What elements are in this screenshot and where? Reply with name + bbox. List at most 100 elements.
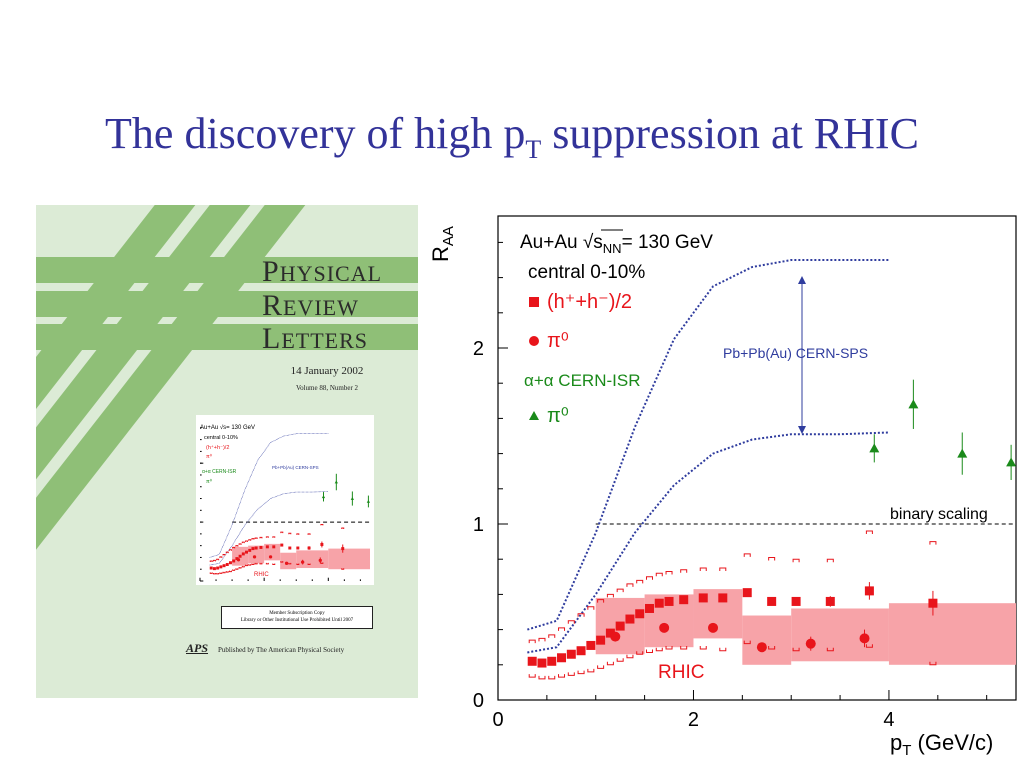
hadron-sys-bracket xyxy=(567,620,575,624)
hadron-sys-bracket xyxy=(719,647,727,652)
hadron-point xyxy=(216,566,220,570)
hadron-point xyxy=(654,598,664,608)
hadron-sys-bracket xyxy=(219,556,223,558)
legend-pi0-rhic: π⁰ xyxy=(547,330,569,352)
hadron-sys-bracket xyxy=(225,551,229,554)
hadron-sys-bracket xyxy=(209,560,213,562)
hadron-sys-bracket xyxy=(616,588,624,593)
hadron-sys-bracket xyxy=(248,564,252,566)
x-tick-label: 2 xyxy=(688,709,699,731)
hadron-point xyxy=(259,545,263,549)
hadron-sys-bracket xyxy=(597,599,605,603)
hadron-sys-bracket xyxy=(265,536,269,538)
rhic-pi0-point xyxy=(805,638,816,649)
hadron-point xyxy=(280,543,284,547)
hadron-sys-bracket xyxy=(929,541,937,545)
raa-chart: 0 2 4 0 1 2 RAA pT (GeV/c) Pb+Pb(Au) CERN-SPS bi… xyxy=(428,215,1017,759)
hadron-sys-bracket xyxy=(222,571,226,574)
subscription-line-1: Member Subscription Copy xyxy=(269,611,325,616)
hadron-point xyxy=(235,557,239,561)
hadron-sys-bracket xyxy=(296,533,300,535)
rhic-pi0-point xyxy=(659,622,670,633)
hadron-sys-bracket xyxy=(743,553,751,557)
cover-stripe-h-3 xyxy=(36,324,418,350)
isr-pi0-point xyxy=(321,495,326,499)
rhic-systematic-box xyxy=(296,550,329,569)
slide-title: The discovery of high pT suppression at … xyxy=(0,108,1024,176)
hadron-point xyxy=(288,546,292,550)
hadron-point xyxy=(320,542,324,546)
hadron-point xyxy=(791,596,801,606)
hadron-sys-bracket xyxy=(241,565,245,568)
hadron-point xyxy=(307,546,311,550)
hadron-sys-bracket xyxy=(865,530,873,535)
rhic-annotation: RHIC xyxy=(658,662,704,683)
legend-circle-marker xyxy=(529,336,539,346)
rhic-pi0-point xyxy=(756,642,767,653)
hadron-sys-bracket xyxy=(655,647,663,652)
isr-pi0-point xyxy=(1006,457,1017,467)
hadron-sys-bracket xyxy=(296,563,300,566)
hadron-sys-bracket xyxy=(232,569,236,571)
hadron-point xyxy=(928,598,938,608)
legend-centrality: central 0-10% xyxy=(528,262,645,283)
hadron-sys-bracket xyxy=(567,672,575,676)
hadron-sys-bracket xyxy=(826,647,834,652)
hadron-sys-bracket xyxy=(558,674,566,678)
hadron-sys-bracket xyxy=(238,543,242,545)
hadron-sys-bracket xyxy=(826,558,834,563)
hadron-sys-bracket xyxy=(288,562,292,565)
hadron-point xyxy=(296,546,300,550)
thumb-legend-isr: α+α CERN-ISR xyxy=(202,469,237,475)
hadron-sys-bracket xyxy=(272,536,276,538)
hadron-sys-bracket xyxy=(245,540,248,542)
hadron-sys-bracket xyxy=(865,644,873,648)
hadron-sys-bracket xyxy=(699,645,707,650)
rhic-pi0-point xyxy=(610,631,621,642)
hadron-sys-bracket xyxy=(320,523,324,526)
hadron-sys-bracket xyxy=(341,568,345,570)
hadron-point xyxy=(527,656,537,666)
hadron-point xyxy=(557,653,567,663)
isr-pi0-point xyxy=(366,499,371,503)
subscription-line-2: Library or Other Institutional Use Prohi… xyxy=(240,618,354,623)
legend-triangle-marker xyxy=(529,411,539,420)
hadron-point xyxy=(767,596,777,606)
rhic-pi0-point xyxy=(252,555,257,559)
hadron-point xyxy=(272,545,276,549)
hadron-sys-bracket xyxy=(265,562,269,565)
hadron-sys-bracket xyxy=(636,651,644,655)
title-rest: suppression at RHIC xyxy=(541,109,919,158)
x-axis-label: pT (GeV/c) xyxy=(890,730,993,759)
hadron-sys-bracket xyxy=(626,583,634,587)
hadron-sys-bracket xyxy=(645,576,653,580)
journal-title-line-2: REVIEW xyxy=(262,289,359,322)
cover-volume: Volume 88, Number 2 xyxy=(295,384,359,392)
hadron-sys-bracket xyxy=(680,645,688,650)
title-subscript: T xyxy=(525,134,542,164)
hadron-sys-bracket xyxy=(587,606,595,610)
hadron-sys-bracket xyxy=(538,675,546,680)
hadron-sys-bracket xyxy=(280,561,284,563)
hadron-sys-bracket xyxy=(558,627,566,631)
hadron-point xyxy=(238,554,242,558)
cover-stripe-h-2 xyxy=(36,291,418,317)
hadron-point xyxy=(679,595,689,605)
sps-annotation: Pb+Pb(Au) CERN-SPS xyxy=(723,345,868,361)
hadron-sys-bracket xyxy=(288,532,292,535)
hadron-sys-bracket xyxy=(606,593,614,598)
thumb-legend-system: Au+Au √s= 130 GeV xyxy=(200,424,255,431)
hadron-point xyxy=(248,548,252,552)
hadron-sys-bracket xyxy=(320,562,324,564)
binary-scaling-annotation: binary scaling xyxy=(890,506,988,523)
hadron-sys-bracket xyxy=(538,637,546,642)
hadron-sys-bracket xyxy=(768,556,776,561)
y-tick-label: 0 xyxy=(473,690,484,712)
hadron-sys-bracket xyxy=(251,563,255,566)
isr-pi0-point xyxy=(908,399,919,409)
hadron-sys-bracket xyxy=(743,640,751,645)
hadron-point xyxy=(664,596,674,606)
hadron-sys-bracket xyxy=(228,549,232,551)
hadron-sys-bracket xyxy=(577,670,585,675)
x-tick-label: 4 xyxy=(883,709,894,731)
